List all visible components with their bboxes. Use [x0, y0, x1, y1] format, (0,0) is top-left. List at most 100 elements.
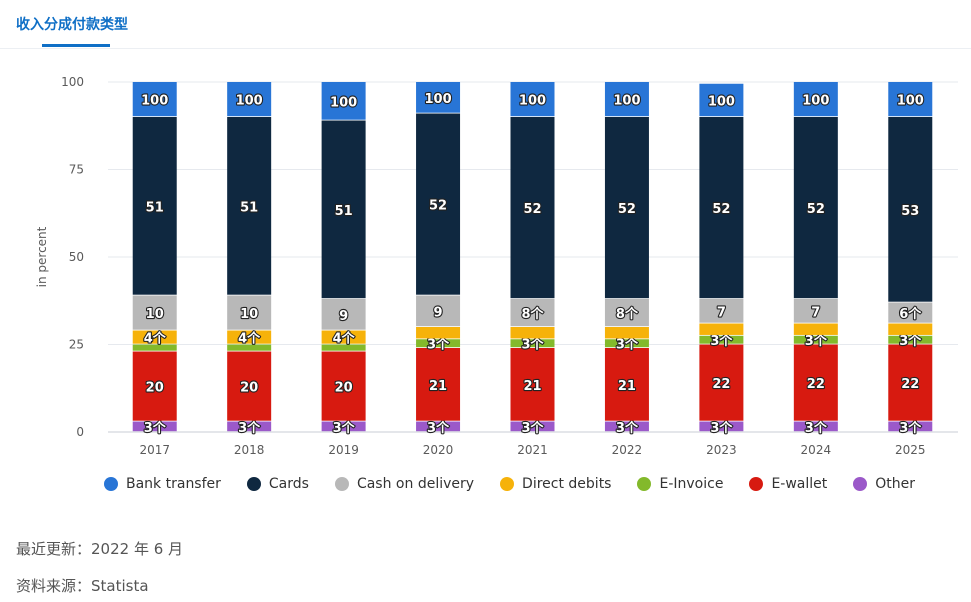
legend-item[interactable]: Cards	[246, 476, 309, 492]
data-label: 100	[802, 94, 829, 109]
x-tick-label: 2025	[895, 443, 926, 457]
bar-segment	[132, 421, 177, 432]
legend-label: Other	[875, 476, 916, 492]
bar-segment	[699, 344, 744, 421]
legend-item[interactable]: E-wallet	[749, 476, 827, 492]
data-label: 8个	[616, 306, 639, 322]
bar-segment	[416, 295, 461, 327]
bar-segment	[416, 339, 461, 348]
data-label: 3个	[238, 420, 261, 436]
bar-segment	[699, 117, 744, 299]
data-label: 3个	[144, 420, 167, 436]
data-label: 4个	[333, 331, 356, 347]
data-label: 100	[236, 94, 263, 109]
data-label: 52	[618, 202, 636, 217]
y-tick-label: 50	[69, 250, 84, 264]
bar-segment	[321, 82, 366, 120]
bar-segment	[888, 82, 933, 117]
bar-segment	[132, 351, 177, 421]
data-label: 100	[613, 94, 640, 109]
bar-segment	[793, 421, 838, 432]
data-label: 100	[897, 94, 924, 109]
legend-item[interactable]: Cash on delivery	[334, 476, 474, 492]
bar-segment	[132, 344, 177, 351]
data-label: 22	[712, 377, 730, 392]
tab-active-indicator	[42, 44, 110, 47]
bar-segment	[227, 330, 272, 344]
legend-swatch	[246, 477, 261, 491]
x-tick-label: 2021	[517, 443, 548, 457]
legend-item[interactable]: Other	[853, 476, 915, 492]
bar-segment	[416, 327, 461, 339]
bar-segment	[416, 421, 461, 432]
y-tick-label: 25	[69, 338, 84, 352]
data-label: 3个	[710, 420, 733, 436]
bar-segment	[321, 344, 366, 351]
bar-segment	[321, 421, 366, 432]
data-label: 9	[434, 305, 443, 320]
data-label: 3个	[710, 333, 733, 349]
data-label: 51	[335, 204, 353, 219]
legend-swatch	[104, 477, 118, 491]
bar-segment	[888, 302, 933, 323]
data-label: 21	[523, 379, 541, 394]
bar-segment	[793, 117, 838, 299]
legend-item[interactable]: E-Invoice	[637, 476, 723, 492]
bar-segment	[888, 344, 933, 421]
data-label: 52	[807, 202, 825, 217]
bar-segment	[227, 421, 272, 432]
bar-segment	[793, 323, 838, 335]
bar-segment	[604, 117, 649, 299]
x-tick-label: 2017	[139, 443, 170, 457]
data-label: 51	[240, 200, 258, 215]
legend-swatch	[853, 477, 868, 491]
bar-segment	[699, 299, 744, 323]
bar-segment	[793, 82, 838, 117]
bar-segment	[227, 344, 272, 351]
tab-title[interactable]: 收入分成付款类型	[16, 17, 128, 33]
data-label: 100	[330, 95, 357, 110]
chart-legend: Bank transfer Cards Cash on delivery Direct…	[104, 476, 941, 492]
bar-segment	[604, 339, 649, 348]
data-label: 10	[146, 307, 164, 322]
bar-segment	[793, 335, 838, 344]
data-label: 10	[240, 307, 258, 322]
bar-segment	[604, 327, 649, 339]
bar-segment	[227, 117, 272, 295]
x-tick-label: 2020	[423, 443, 454, 457]
legend-item[interactable]: Direct debits	[500, 476, 611, 492]
x-tick-label: 2019	[328, 443, 359, 457]
y-axis-label: in percent	[35, 226, 49, 287]
bar-segment	[227, 351, 272, 421]
data-label: 22	[901, 377, 919, 392]
stacked-bar-chart: 0 25 50 75 100 in percent 3个 20 4个 10 51 100 2017 3个 2…	[35, 75, 958, 457]
data-label: 20	[146, 381, 164, 396]
data-label: 3个	[899, 333, 922, 349]
bar-segment	[888, 335, 933, 344]
bar-segment	[416, 113, 461, 295]
bar-segment	[416, 82, 461, 113]
data-label: 100	[424, 92, 451, 107]
data-label: 52	[523, 202, 541, 217]
bar-segment	[699, 335, 744, 344]
y-tick-label: 0	[76, 425, 84, 439]
data-label: 21	[429, 379, 447, 394]
data-label: 3个	[805, 420, 828, 436]
source-text: 资料来源：Statista	[16, 577, 149, 595]
bar-segment	[321, 299, 366, 330]
legend-item[interactable]: Bank transfer	[104, 476, 221, 492]
data-label: 8个	[521, 306, 544, 322]
x-tick-label: 2024	[801, 443, 832, 457]
data-label: 20	[335, 381, 353, 396]
legend-swatch	[500, 477, 515, 491]
data-label: 52	[429, 199, 447, 214]
data-label: 21	[618, 379, 636, 394]
bar-segment	[510, 421, 555, 432]
data-label: 4个	[144, 331, 167, 347]
legend-label: E-Invoice	[659, 476, 724, 492]
bar-segment	[604, 421, 649, 432]
bar-segment	[888, 117, 933, 302]
bar-segment	[132, 330, 177, 344]
bar-segment	[132, 295, 177, 330]
data-label: 51	[146, 200, 164, 215]
